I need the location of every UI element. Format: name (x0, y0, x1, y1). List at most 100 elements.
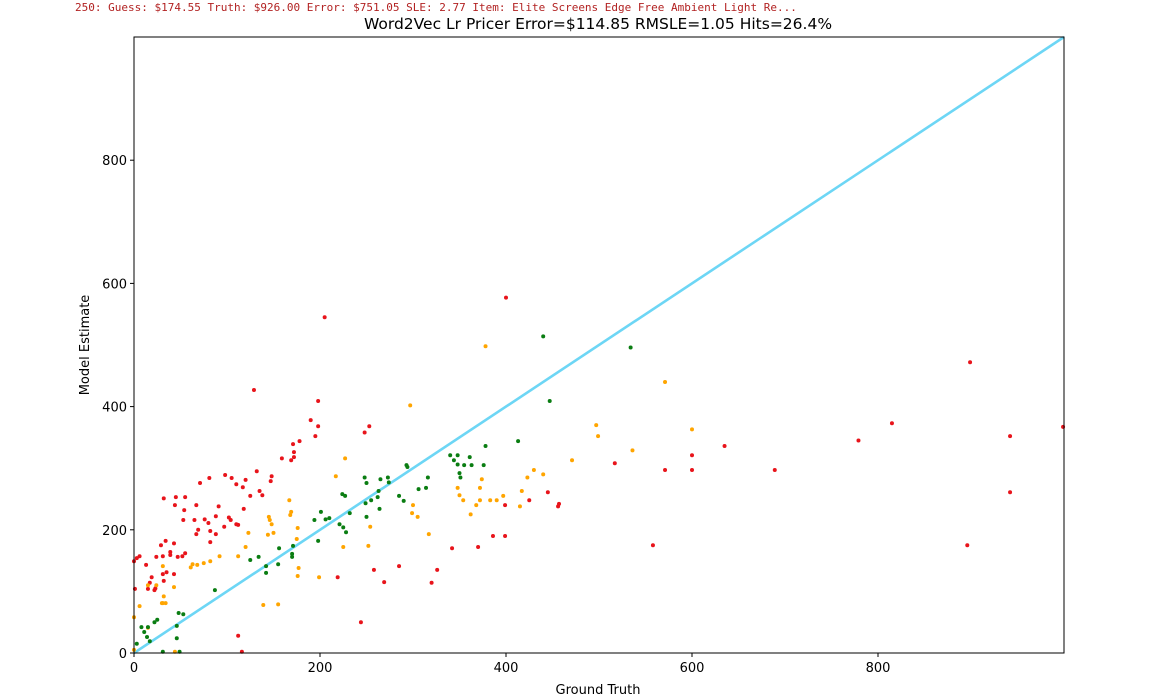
data-point-red (175, 554, 180, 559)
x-tick-label: 400 (494, 661, 519, 676)
data-point-orange (188, 565, 193, 570)
data-point-red (612, 461, 617, 466)
data-point-orange (411, 503, 415, 508)
data-point-green (174, 636, 179, 641)
data-point-green (142, 630, 147, 635)
data-point-green (318, 509, 323, 514)
data-point-red (206, 521, 211, 526)
data-point-green (291, 543, 296, 548)
data-point-orange (457, 493, 462, 498)
data-point-red (248, 493, 253, 498)
data-point-orange (160, 564, 165, 569)
data-point-orange (208, 559, 213, 564)
data-point-green (363, 501, 368, 506)
data-point-red (181, 517, 186, 522)
data-point-red (889, 421, 894, 426)
data-point-red (435, 567, 440, 572)
data-point-red (503, 503, 508, 508)
data-point-red (367, 424, 372, 429)
data-point-orange (596, 434, 601, 439)
data-point-green (455, 453, 460, 458)
data-point-green (340, 492, 345, 497)
data-point-green (547, 399, 552, 404)
data-point-red (968, 360, 973, 365)
data-point-orange (455, 485, 460, 490)
data-point-green (264, 570, 269, 575)
data-point-orange (415, 514, 420, 519)
data-point-red (144, 562, 149, 567)
data-point-orange (236, 554, 241, 559)
data-point-orange (317, 575, 322, 580)
data-point-red (313, 434, 318, 439)
data-point-orange (159, 601, 164, 606)
data-point-red (168, 549, 173, 554)
data-point-red (362, 430, 367, 435)
data-point-orange (426, 532, 431, 537)
chart-title: Word2Vec Lr Pricer Error=$114.85 RMSLE=1… (364, 15, 832, 33)
data-point-red (1008, 490, 1013, 495)
data-point-green (416, 487, 421, 492)
data-point-green (312, 517, 317, 522)
data-point-red (316, 399, 321, 404)
x-axis-label: Ground Truth (556, 683, 641, 698)
data-point-green (134, 641, 139, 646)
data-point-red (202, 517, 207, 522)
data-point-green (327, 516, 332, 521)
data-point-orange (163, 601, 168, 606)
data-point-red (236, 522, 241, 527)
data-point-green (467, 455, 472, 460)
data-point-orange (287, 498, 292, 503)
data-point-orange (289, 509, 294, 514)
data-point-red (194, 503, 199, 508)
data-point-green (290, 551, 295, 556)
data-point-orange (276, 602, 281, 607)
data-point-red (243, 477, 248, 482)
data-points (132, 295, 1066, 654)
data-point-red (213, 532, 218, 537)
data-point-red (234, 482, 239, 487)
data-point-green (451, 458, 456, 463)
y-axis-label: Model Estimate (78, 295, 93, 396)
data-point-red (269, 474, 274, 479)
data-point-red (476, 545, 481, 550)
data-point-orange (461, 498, 466, 503)
data-point-green (424, 485, 429, 490)
y-tick-label: 400 (102, 401, 127, 416)
data-point-red (308, 418, 313, 423)
data-point-orange (271, 530, 276, 535)
data-point-red (241, 506, 246, 511)
x-tick-label: 800 (866, 661, 891, 676)
data-point-red (161, 496, 166, 501)
data-point-orange (525, 475, 530, 480)
data-point-red (260, 493, 265, 498)
data-point-red (279, 456, 284, 461)
data-point-red (690, 453, 694, 458)
data-point-green (448, 453, 453, 458)
data-point-red (154, 554, 159, 559)
data-point-red (153, 586, 158, 591)
data-point-red (291, 442, 296, 447)
data-point-red (291, 455, 296, 460)
data-point-red (429, 580, 434, 585)
data-point-red (160, 572, 165, 577)
y-tick-label: 0 (119, 647, 127, 662)
data-point-orange (190, 562, 195, 567)
data-point-red (382, 580, 387, 585)
data-point-red (268, 479, 273, 484)
data-point-green (378, 477, 383, 482)
data-point-orange (570, 458, 575, 463)
series-orange (132, 344, 694, 654)
data-point-green (376, 488, 381, 493)
data-point-green (323, 517, 328, 522)
data-point-orange (630, 448, 635, 453)
data-point-orange (494, 498, 499, 503)
data-point-orange (145, 583, 150, 588)
data-point-red (183, 495, 188, 500)
data-point-red (168, 553, 173, 558)
data-point-green (316, 538, 321, 543)
reference-line (133, 35, 1065, 655)
data-point-red (690, 468, 694, 473)
data-point-orange (477, 485, 482, 490)
data-point-orange (161, 594, 166, 599)
